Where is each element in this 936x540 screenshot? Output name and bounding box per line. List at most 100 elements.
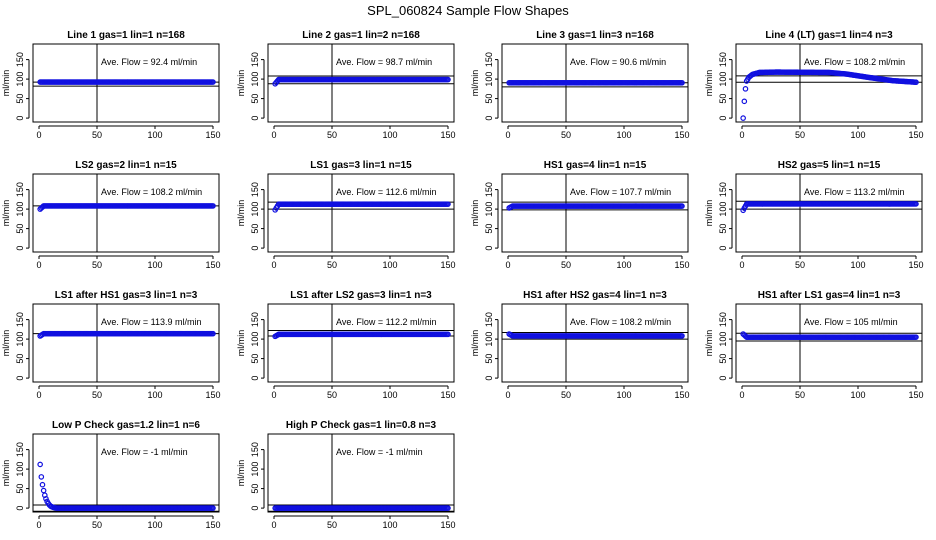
y-tick-label: 0 [718,116,728,121]
y-tick-label: 0 [484,376,494,381]
data-point [740,115,746,121]
average-flow-annotation: Ave. Flow = 112.6 ml/min [336,187,436,197]
x-tick-label: 0 [36,390,41,400]
x-tick-label: 100 [616,260,631,270]
data-points [740,69,919,121]
panel-title: Line 3 gas=1 lin=3 n=168 [536,30,654,41]
y-axis-label: ml/min [236,330,246,357]
y-axis-label: ml/min [1,460,11,487]
data-point [445,331,451,338]
panel-title: Line 2 gas=1 lin=2 n=168 [302,30,420,41]
data-point [445,505,451,511]
x-tick-label: 100 [850,130,865,140]
y-tick-label: 100 [15,462,25,477]
y-tick-label: 100 [250,462,260,477]
y-tick-label: 0 [250,506,260,511]
average-flow-annotation: Ave. Flow = 108.2 ml/min [804,57,905,67]
data-points [506,203,685,211]
x-tick-label: 150 [440,130,455,140]
data-point [913,79,919,86]
x-tick-label: 0 [36,130,41,140]
y-tick-label: 100 [250,332,260,347]
average-flow-annotation: Ave. Flow = -1 ml/min [336,447,423,457]
data-points [37,203,216,212]
average-flow-annotation: Ave. Flow = -1 ml/min [101,447,188,457]
y-tick-label: 50 [484,94,494,104]
plot-frame [267,433,455,513]
average-flow-annotation: Ave. Flow = 98.7 ml/min [336,57,432,67]
panel-10: LS1 after LS2 gas=3 lin=1 n=3 0 50 100 150 0 5… [236,290,456,400]
y-tick-label: 0 [718,376,728,381]
x-tick-label: 50 [561,260,571,270]
plot-frame [32,173,220,253]
panel-title: HS1 after LS1 gas=4 lin=1 n=3 [758,290,901,301]
y-tick-label: 0 [15,116,25,121]
x-tick-label: 100 [147,260,162,270]
y-axis-label: ml/min [704,330,714,357]
y-tick-label: 50 [15,224,25,234]
x-tick-label: 50 [795,130,805,140]
data-point [43,495,49,502]
x-tick-label: 50 [327,520,337,530]
panel-title: Line 4 (LT) gas=1 lin=4 n=3 [765,30,893,41]
x-tick-label: 50 [795,260,805,270]
x-tick-label: 50 [92,520,102,530]
y-tick-label: 150 [250,52,260,67]
x-tick-label: 0 [36,520,41,530]
y-tick-label: 50 [250,94,260,104]
plot-frame [267,303,455,383]
data-points [37,330,216,339]
plot-frame [501,303,689,383]
y-tick-label: 100 [484,72,494,87]
y-tick-label: 50 [15,484,25,494]
panels-grid: Line 1 gas=1 lin=1 n=168 0 50 100 150 0 50 100 1… [1,30,924,530]
average-flow-annotation: Ave. Flow = 113.2 ml/min [804,187,904,197]
data-point [741,98,748,105]
average-flow-annotation: Ave. Flow = 108.2 ml/min [570,317,671,327]
y-tick-label: 150 [250,312,260,327]
average-flow-annotation: Ave. Flow = 108.2 ml/min [101,187,202,197]
y-tick-label: 50 [250,484,260,494]
panel-title: LS1 gas=3 lin=1 n=15 [310,160,412,171]
y-tick-label: 50 [15,94,25,104]
y-tick-label: 100 [15,332,25,347]
y-tick-label: 100 [484,332,494,347]
y-tick-label: 50 [484,224,494,234]
y-tick-label: 0 [250,376,260,381]
x-tick-label: 50 [327,390,337,400]
plot-frame [735,43,923,123]
panel-8: HS2 gas=5 lin=1 n=15 0 50 100 150 0 50 100 150 ml… [704,160,924,270]
panel-title: LS1 after LS2 gas=3 lin=1 n=3 [290,290,432,301]
data-point [742,86,749,92]
average-flow-annotation: Ave. Flow = 90.6 ml/min [570,57,666,67]
x-tick-label: 100 [616,390,631,400]
y-tick-label: 150 [718,312,728,327]
y-tick-label: 150 [484,312,494,327]
y-tick-label: 100 [718,202,728,217]
data-point [679,79,685,86]
y-tick-label: 50 [718,94,728,104]
x-tick-label: 50 [92,130,102,140]
panel-3: Line 3 gas=1 lin=3 n=168 0 50 100 150 0 50 100 1… [470,30,690,140]
y-tick-label: 100 [15,202,25,217]
y-tick-label: 100 [718,72,728,87]
data-points [37,461,216,511]
data-point [210,505,216,511]
x-tick-label: 150 [908,130,923,140]
y-tick-label: 0 [250,246,260,251]
data-points [37,79,216,85]
x-tick-label: 0 [505,260,510,270]
panel-title: High P Check gas=1 lin=0.8 n=3 [286,420,437,431]
y-axis-label: ml/min [236,460,246,487]
panel-14: High P Check gas=1 lin=0.8 n=3 0 50 100 150 0… [236,420,456,530]
x-tick-label: 150 [205,520,220,530]
y-tick-label: 0 [15,376,25,381]
y-tick-label: 150 [250,442,260,457]
x-tick-label: 50 [327,260,337,270]
x-tick-label: 100 [382,520,397,530]
plot-frame [501,173,689,253]
plot-frame [267,43,455,123]
x-tick-label: 100 [147,130,162,140]
